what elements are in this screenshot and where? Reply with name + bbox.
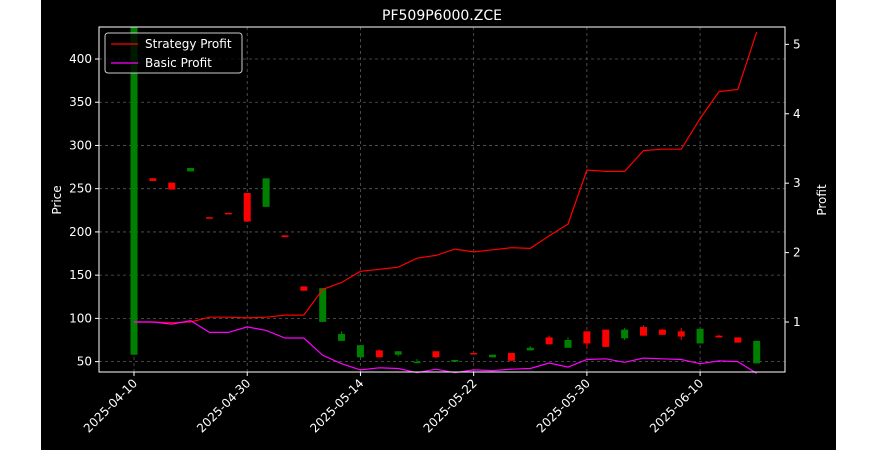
candle-body [583,331,591,344]
candle-body [149,178,157,181]
right-axis: 1 2 3 4 5 [785,37,801,329]
candle-body [753,340,761,364]
candle-body [658,329,666,335]
candle-body [338,333,346,341]
y2-tick-label: 2 [793,246,801,260]
candle-body [602,329,610,347]
legend-label-basic-profit: Basic Profit [145,56,212,70]
candle-body [545,337,553,345]
y2-tick-label: 5 [793,37,801,51]
candle-body [507,352,515,361]
candle-body [356,345,364,358]
candle-body [715,335,723,338]
candle-body [677,331,685,337]
strategy-profit-line [134,31,758,324]
y2-tick-label: 3 [793,176,801,190]
y-tick-label: 50 [77,355,92,369]
y2-tick-label: 4 [793,107,801,121]
candle-body [413,361,421,364]
candle-body [451,359,459,362]
candle-body [621,329,629,339]
candle-body [205,217,213,219]
y-tick-label: 250 [69,182,92,196]
y-tick-label: 400 [69,52,92,66]
y-tick-label: 150 [69,268,92,282]
candle-body [639,327,647,336]
candle-body [262,178,270,207]
candle-body [394,351,402,355]
candle-body [319,288,327,322]
candle-body [375,350,383,358]
candle-body [470,352,478,355]
legend: Strategy Profit Basic Profit [104,32,243,74]
candle-body [696,328,704,344]
y-axis-label: Price [50,185,64,214]
legend-box [104,32,243,74]
candle-body [432,351,440,358]
candle-body [300,286,308,291]
profit-lines [134,31,758,374]
plot-frame [98,26,786,373]
chart-title: PF509P6000.ZCE [382,8,502,24]
y-tick-label: 300 [69,138,92,152]
y-tick-label: 100 [69,311,92,325]
candle-body [734,337,742,343]
y2-tick-label: 1 [793,315,801,329]
candle-body [243,193,251,222]
legend-label-strategy-profit: Strategy Profit [145,37,232,51]
candle-body [187,167,195,172]
y-tick-label: 350 [69,95,92,109]
candle-body [130,27,138,355]
left-axis: 50 100 150 200 250 300 350 400 [69,52,99,369]
candles [130,27,761,364]
y-tick-label: 200 [69,225,92,239]
candle-body [168,182,176,190]
candle-body [526,347,534,351]
candle-body [489,354,497,358]
chart-background [41,0,836,450]
candle-body [564,340,572,348]
candle-body [224,212,232,215]
y2-axis-label: Profit [815,184,829,216]
basic-profit-line [134,319,758,374]
candle-body [281,235,289,238]
